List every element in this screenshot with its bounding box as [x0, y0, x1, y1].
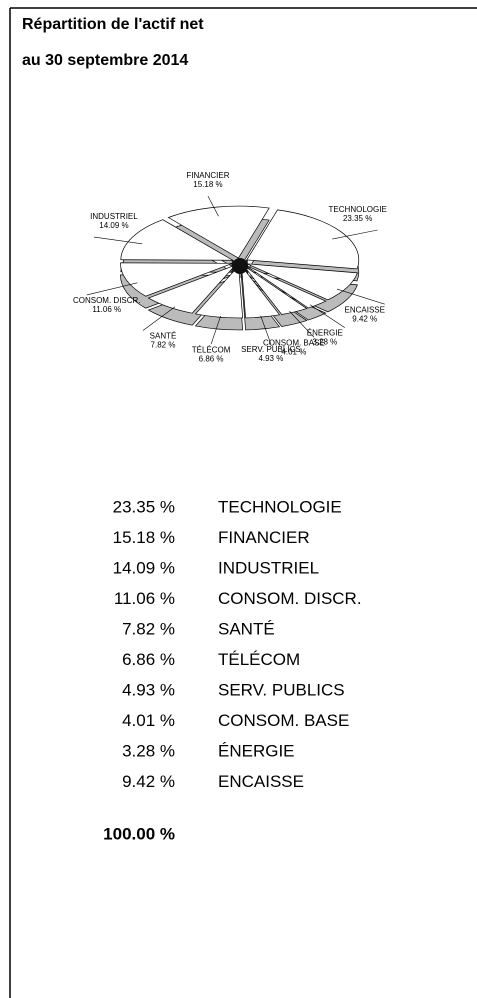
slice-value: 23.35 % [343, 214, 372, 223]
slice [194, 265, 244, 319]
row-value: 11.06 % [114, 589, 175, 608]
leader-line [207, 195, 219, 217]
slice [244, 264, 327, 309]
row-value: 6.86 % [122, 650, 175, 669]
leader-line [289, 311, 315, 338]
row-value: 14.09 % [113, 558, 175, 577]
row-value: 15.18 % [113, 528, 175, 547]
slice [243, 265, 308, 315]
row-name: TECHNOLOGIE [218, 497, 342, 516]
leader-line [332, 229, 378, 240]
slice-label: ÉNERGIE [307, 329, 343, 338]
slice-label: TECHNOLOGIE [329, 205, 387, 214]
row-name: ÉNERGIE [218, 741, 295, 760]
slice [167, 205, 270, 259]
row-value: 7.82 % [122, 619, 175, 638]
slice-label: TÉLÉCOM [192, 345, 231, 354]
slice-label: ENCAISSE [345, 305, 385, 314]
slice-value: 6.86 % [199, 354, 224, 363]
title: Répartition de l'actif net [22, 16, 204, 33]
row-value: 23.35 % [113, 497, 175, 516]
slice-label: INDUSTRIEL [90, 212, 138, 221]
slice-label: FINANCIER [186, 171, 229, 180]
slice-value: 4.93 % [258, 354, 283, 363]
slice [246, 209, 360, 270]
leader-line [142, 306, 176, 331]
slice-value: 3.28 % [312, 338, 337, 347]
slice-value: 4.01 % [281, 347, 306, 356]
slice-label: CONSOM. DISCR. [73, 296, 141, 305]
row-name: INDUSTRIEL [218, 558, 319, 577]
leader-line [260, 315, 272, 345]
row-name: SERV. PUBLICS [218, 680, 345, 699]
row-name: CONSOM. DISCR. [218, 589, 362, 608]
slice [120, 262, 233, 297]
row-value: 3.28 % [122, 741, 175, 760]
slice-label: CONSOM. BASE [263, 338, 325, 347]
slice [147, 264, 236, 314]
row-name: SANTÉ [218, 619, 275, 638]
slice [241, 264, 281, 319]
slice-value: 11.06 % [92, 305, 121, 314]
slice-value: 15.18 % [193, 180, 222, 189]
slice [120, 219, 235, 261]
slice-label: SERV. PUBLICS [241, 345, 301, 354]
slice-value: 9.42 % [352, 314, 377, 323]
row-name: CONSOM. BASE [218, 711, 349, 730]
subtitle: au 30 septembre 2014 [22, 52, 188, 69]
slice-value: 14.09 % [99, 221, 128, 230]
slice-value: 7.82 % [151, 341, 176, 350]
row-value: 4.93 % [122, 680, 175, 699]
row-name: ENCAISSE [218, 772, 304, 791]
slice [246, 263, 358, 301]
slice-label: SANTÉ [150, 332, 177, 341]
center-shadow [232, 258, 248, 274]
leader-line [336, 288, 385, 305]
leader-line [210, 315, 221, 345]
row-value: 9.42 % [122, 772, 175, 791]
row-name: FINANCIER [218, 528, 310, 547]
leader-line [86, 282, 138, 296]
slice-wall [231, 263, 234, 276]
leader-line [93, 236, 143, 245]
total: 100.00 % [103, 824, 175, 843]
row-value: 4.01 % [122, 711, 175, 730]
leader-line [310, 304, 345, 328]
row-name: TÉLÉCOM [218, 650, 300, 669]
